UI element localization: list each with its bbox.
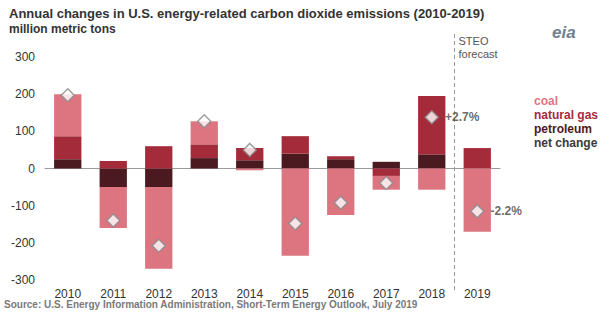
svg-text:2011: 2011 bbox=[100, 287, 126, 301]
svg-text:100: 100 bbox=[15, 124, 35, 138]
svg-text:coal: coal bbox=[534, 94, 558, 108]
svg-text:natural gas: natural gas bbox=[534, 108, 598, 122]
svg-text:forecast: forecast bbox=[459, 48, 498, 60]
svg-text:2010: 2010 bbox=[54, 287, 81, 301]
svg-text:2014: 2014 bbox=[236, 287, 263, 301]
svg-text:Annual changes in U.S. energy-: Annual changes in U.S. energy-related ca… bbox=[9, 6, 484, 21]
svg-text:2016: 2016 bbox=[327, 287, 354, 301]
svg-text:300: 300 bbox=[15, 50, 35, 64]
svg-text:2015: 2015 bbox=[282, 287, 309, 301]
svg-text:0: 0 bbox=[28, 162, 35, 176]
svg-text:-300: -300 bbox=[11, 273, 35, 287]
svg-text:-100: -100 bbox=[11, 199, 35, 213]
svg-text:Source: U.S. Energy Informatio: Source: U.S. Energy Information Administ… bbox=[4, 298, 418, 310]
svg-text:STEO: STEO bbox=[459, 35, 489, 47]
svg-text:2019: 2019 bbox=[464, 287, 491, 301]
svg-text:net change: net change bbox=[534, 136, 598, 150]
svg-text:2017: 2017 bbox=[373, 287, 400, 301]
svg-text:-2.2%: -2.2% bbox=[491, 204, 523, 218]
svg-text:2013: 2013 bbox=[191, 287, 218, 301]
svg-text:2018: 2018 bbox=[418, 287, 445, 301]
svg-text:million metric tons: million metric tons bbox=[9, 22, 116, 36]
svg-text:-200: -200 bbox=[11, 236, 35, 250]
svg-text:petroleum: petroleum bbox=[534, 122, 592, 136]
svg-text:eia: eia bbox=[552, 23, 576, 42]
svg-text:+2.7%: +2.7% bbox=[445, 110, 480, 124]
svg-text:2012: 2012 bbox=[145, 287, 172, 301]
svg-text:200: 200 bbox=[15, 87, 35, 101]
